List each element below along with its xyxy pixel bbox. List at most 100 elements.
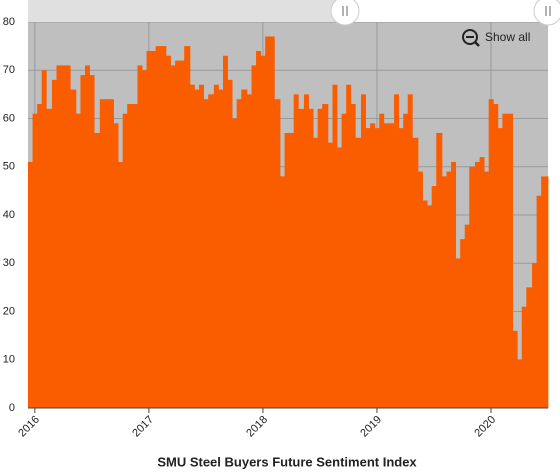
step: [184, 46, 191, 408]
handle[interactable]: [330, 0, 360, 26]
step: [260, 55, 266, 409]
step: [337, 147, 342, 408]
step: [484, 171, 490, 408]
step: [85, 65, 90, 409]
step: [332, 84, 338, 408]
step: [313, 137, 319, 409]
step: [127, 104, 134, 409]
step: [160, 46, 167, 408]
step: [327, 142, 333, 408]
step: [280, 176, 285, 408]
series: [28, 36, 549, 409]
step: [155, 46, 161, 408]
step: [41, 70, 47, 408]
step: [317, 108, 323, 408]
step: [374, 128, 380, 408]
y-tick-label: 40: [3, 209, 15, 221]
scroll-handle-right[interactable]: [533, 0, 560, 26]
step: [508, 113, 514, 409]
step: [341, 113, 347, 409]
step: [370, 123, 376, 408]
step: [488, 99, 494, 408]
step: [322, 104, 329, 409]
x-tick-label: 2019: [358, 414, 384, 440]
step: [365, 128, 371, 408]
step: [398, 128, 404, 408]
step: [360, 94, 366, 408]
step: [99, 99, 105, 408]
y-tick-label: 60: [3, 112, 15, 124]
show-all-button[interactable]: Show all: [462, 29, 530, 47]
step: [246, 94, 252, 408]
step: [355, 137, 362, 409]
step: [412, 137, 419, 409]
step: [350, 104, 356, 409]
step: [517, 359, 523, 408]
step: [479, 157, 485, 408]
step: [218, 89, 224, 409]
step: [227, 79, 233, 409]
step: [208, 94, 215, 408]
step: [383, 123, 389, 408]
step: [175, 60, 181, 408]
step: [241, 89, 248, 409]
step: [469, 166, 476, 408]
step: [521, 306, 527, 408]
chart-title: SMU Steel Buyers Future Sentiment Index: [157, 454, 417, 469]
step: [284, 132, 290, 408]
y-tick-label: 20: [3, 305, 15, 317]
step: [493, 104, 499, 409]
step: [497, 128, 503, 408]
step: [460, 239, 466, 408]
step: [51, 79, 57, 409]
step: [422, 200, 428, 408]
step: [122, 113, 128, 409]
y-tick-label: 30: [3, 257, 15, 269]
handle[interactable]: [533, 0, 560, 26]
step: [28, 161, 33, 408]
step: [475, 161, 480, 408]
step: [251, 65, 257, 409]
step: [436, 132, 443, 408]
step: [427, 205, 433, 408]
step: [61, 65, 67, 409]
step: [274, 99, 281, 408]
step: [541, 176, 549, 408]
step: [512, 330, 518, 408]
step: [104, 99, 110, 408]
step: [256, 50, 262, 408]
step: [132, 104, 138, 409]
step: [269, 36, 275, 408]
step: [379, 113, 385, 409]
x-tick-label: 2016: [16, 414, 42, 440]
step: [346, 84, 352, 408]
step: [146, 50, 152, 408]
step: [502, 113, 509, 409]
step: [464, 224, 470, 408]
step: [446, 171, 452, 408]
scroll-handle-left[interactable]: [330, 0, 360, 26]
step: [179, 60, 185, 408]
step: [75, 113, 81, 409]
y-tick-label: 0: [9, 402, 15, 414]
step: [65, 65, 71, 409]
x-tick-label: 2018: [244, 414, 270, 440]
step: [94, 132, 101, 408]
zoom-out-icon: [462, 29, 478, 45]
scrollbar-thumb[interactable]: [345, 0, 548, 22]
step: [293, 94, 299, 408]
step: [89, 75, 95, 408]
step: [213, 84, 219, 408]
step: [418, 171, 423, 408]
step: [46, 108, 53, 408]
step: [455, 258, 461, 408]
show-all-label[interactable]: Show all: [485, 30, 530, 44]
step: [388, 123, 395, 408]
y-tick-label: 80: [3, 16, 15, 28]
step: [236, 99, 242, 408]
y-tick-label: 70: [3, 64, 15, 76]
step: [137, 65, 143, 409]
step: [32, 113, 38, 409]
step: [151, 50, 157, 408]
step: [80, 75, 86, 408]
